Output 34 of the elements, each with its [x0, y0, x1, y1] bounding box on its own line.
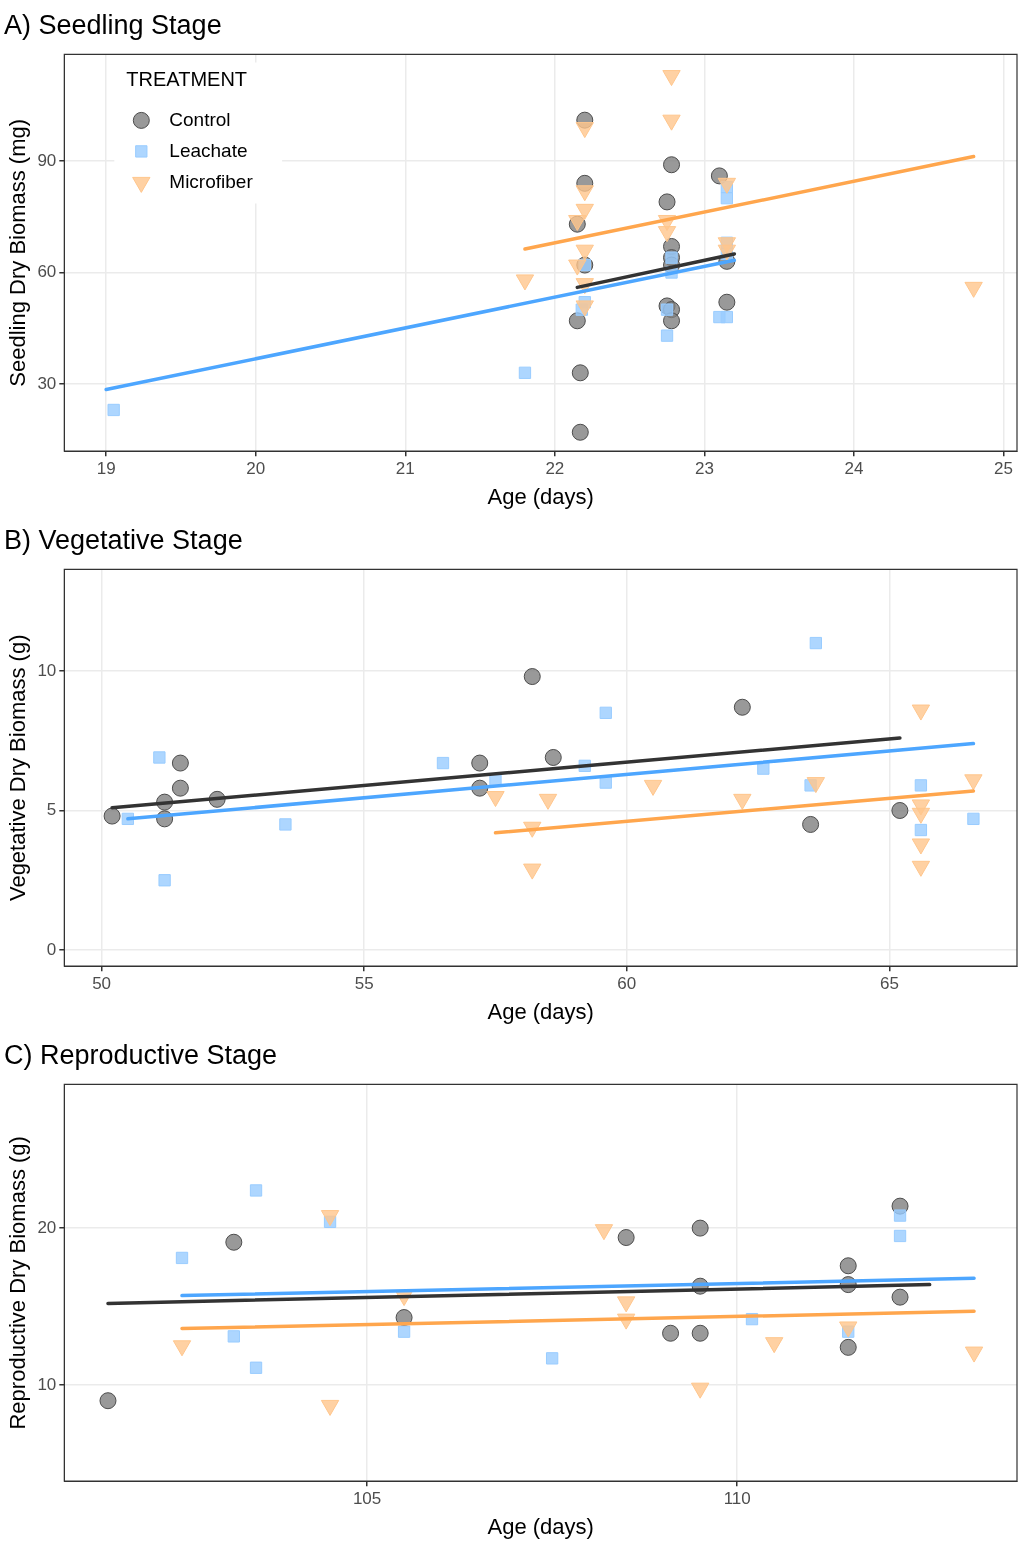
x-tick-label: 50	[92, 974, 112, 994]
y-tick-label: 10	[37, 660, 57, 680]
x-tick-label: 22	[545, 459, 565, 479]
legend-label: Microfiber	[169, 170, 254, 192]
x-tick-label: 55	[354, 974, 374, 994]
x-tick-label: 23	[694, 459, 714, 479]
y-tick-label: 20	[37, 1217, 57, 1237]
x-tick-label: 24	[844, 459, 864, 479]
x-axis-title: Age (days)	[487, 483, 594, 509]
legend-label: Leachate	[169, 139, 248, 161]
y-tick-label: 90	[37, 150, 57, 170]
y-tick-label: 5	[46, 800, 57, 820]
x-tick-label: 105	[352, 1489, 382, 1509]
y-axis-title: Vegetative Dry Biomass (g)	[5, 634, 31, 902]
x-tick-label: 65	[879, 974, 899, 994]
y-tick-label: 10	[37, 1374, 57, 1394]
x-tick-label: 20	[246, 459, 266, 479]
y-axis-title: Reproductive Dry Biomass (g)	[5, 1136, 31, 1430]
y-tick-label: 0	[46, 939, 57, 959]
legend-title: TREATMENT	[126, 67, 248, 90]
chart-title: C) Reproductive Stage	[4, 1039, 278, 1070]
x-tick-label: 60	[617, 974, 637, 994]
x-tick-label: 21	[395, 459, 415, 479]
chart-title: A) Seedling Stage	[4, 9, 222, 40]
y-tick-label: 60	[37, 262, 57, 282]
x-tick-label: 25	[994, 459, 1013, 479]
x-axis-title: Age (days)	[487, 1513, 594, 1539]
legend-label: Control	[169, 108, 231, 130]
x-tick-label: 19	[96, 459, 116, 479]
x-tick-label: 110	[723, 1489, 751, 1509]
chart-title: B) Vegetative Stage	[4, 524, 243, 555]
y-tick-label: 30	[37, 373, 57, 393]
x-axis-title: Age (days)	[487, 998, 594, 1024]
y-axis-title: Seedling Dry Biomass (mg)	[5, 118, 31, 387]
